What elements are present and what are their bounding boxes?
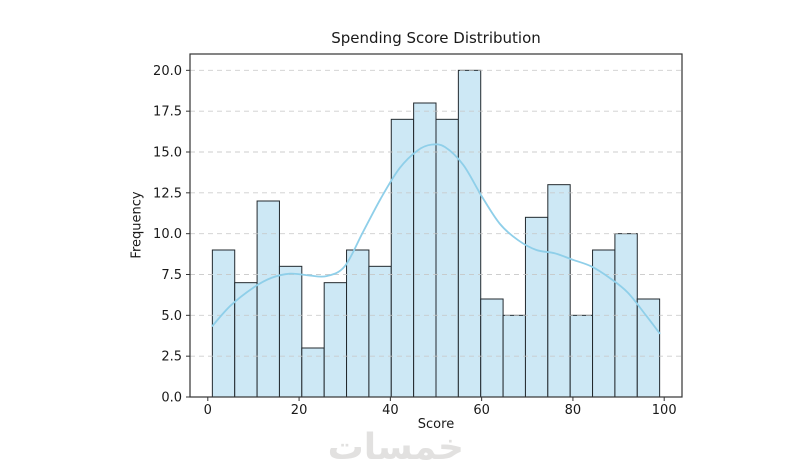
chart-title: Spending Score Distribution <box>331 29 541 47</box>
x-tick-label: 80 <box>565 403 582 418</box>
histogram-bar <box>346 249 370 398</box>
x-tick-label: 20 <box>291 403 308 418</box>
histogram-bar <box>301 347 325 398</box>
y-tick-label: 10.0 <box>153 227 182 242</box>
histogram-bar <box>636 298 661 398</box>
x-tick-label: 40 <box>382 403 399 418</box>
x-tick-label: 100 <box>652 403 677 418</box>
histogram-bar <box>390 118 415 398</box>
y-tick-label: 12.5 <box>153 186 182 201</box>
histogram-bar <box>592 249 616 398</box>
y-tick-label: 15.0 <box>153 146 182 161</box>
y-tick-label: 17.5 <box>153 105 182 120</box>
histogram-bar <box>524 216 549 398</box>
x-tick-label: 0 <box>204 403 212 418</box>
y-tick-label: 7.5 <box>161 268 182 283</box>
histogram-bar <box>323 282 348 398</box>
histogram-bar <box>278 265 303 398</box>
histogram-bar <box>480 298 504 398</box>
histogram-bar <box>368 265 392 398</box>
histogram-bar <box>547 184 571 398</box>
y-tick-label: 20.0 <box>153 64 182 79</box>
x-axis-label: Score <box>417 417 455 432</box>
plot-border <box>189 53 683 398</box>
histogram-bar <box>211 249 236 398</box>
histogram-bar <box>435 118 459 398</box>
x-tick-label: 60 <box>473 403 490 418</box>
y-tick-label: 2.5 <box>161 350 182 365</box>
y-axis-label: Frequency <box>129 191 145 259</box>
y-tick-label: 0.0 <box>161 391 182 406</box>
histogram-bar <box>256 200 280 398</box>
y-tick-label: 5.0 <box>161 309 182 324</box>
khamsat-watermark: خمسات <box>327 427 464 460</box>
kde-curve <box>211 143 661 335</box>
